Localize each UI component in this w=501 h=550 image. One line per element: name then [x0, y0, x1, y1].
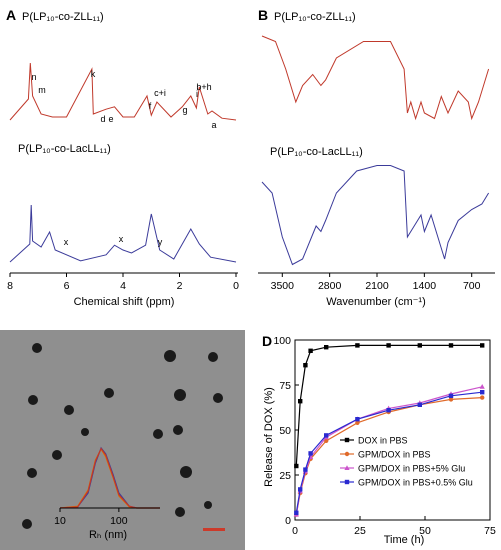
panel-c-x-label: Rₕ (nm): [89, 529, 127, 541]
release-point: [298, 487, 303, 492]
d-x-tick-label: 75: [484, 525, 496, 537]
a-peak-label: g: [182, 105, 187, 115]
panel-b-plot: [261, 35, 490, 266]
release-point: [355, 420, 360, 425]
a-peak-label: i: [196, 89, 198, 99]
panel-b-top-title: P(LP₁₀-co-ZLL₁₁): [274, 11, 356, 23]
b-tick-label: 2800: [318, 280, 342, 292]
panel-a-top-title: P(LP₁₀-co-ZLL₁₁): [22, 11, 104, 23]
release-point: [448, 393, 454, 398]
ftir-series-1: [261, 165, 490, 266]
d-y-tick-label: 25: [279, 470, 291, 482]
release-point: [355, 417, 360, 422]
panel-b-x-ticks: 3500 2800 2100 1400 700: [271, 273, 481, 292]
a-peak-label: d: [100, 114, 105, 124]
legend-label: GPM/DOX in PBS+0.5% Glu: [358, 478, 473, 488]
release-point: [324, 433, 329, 438]
legend-marker: [344, 479, 350, 485]
legend-label: GPM/DOX in PBS+5% Glu: [358, 464, 465, 474]
d-y-tick-label: 50: [279, 425, 291, 437]
a-peak-label: f: [149, 101, 152, 111]
b-tick-label: 700: [463, 280, 481, 292]
tem-image-background: [0, 330, 245, 550]
a-peak-label-bottom: x: [64, 237, 69, 247]
release-point: [303, 363, 308, 368]
a-peak-label-bottom: x: [119, 234, 124, 244]
a-peak-label: c+i: [154, 88, 166, 98]
panel-b-bottom-title: P(LP₁₀-co-LacLL₁₁): [270, 146, 363, 158]
b-tick-label: 2100: [365, 280, 389, 292]
c-tick-label: 100: [110, 515, 128, 527]
release-point: [324, 345, 329, 350]
panel-d-x-label: Time (h): [384, 534, 425, 546]
panel-d-letter: D: [262, 333, 272, 349]
a-peak-label: a: [211, 120, 216, 130]
release-point: [448, 397, 454, 402]
panel-d-y-label: Release of DOX (%): [263, 387, 275, 487]
a-tick-label: 2: [177, 280, 183, 292]
d-x-tick-label: 25: [354, 525, 366, 537]
scale-bar: [203, 528, 225, 531]
release-point: [294, 463, 299, 469]
release-point: [303, 467, 308, 472]
ftir-series-0: [261, 35, 490, 121]
release-point: [355, 343, 360, 348]
nmr-series-0: [9, 62, 237, 121]
a-tick-label: 8: [7, 280, 13, 292]
panel-d-plot: 0 25 50 75 100 0 25 50 75 DOX in PBS GPM/DOX in PB…: [273, 335, 496, 537]
release-series-3: [295, 391, 483, 513]
a-tick-label: 4: [120, 280, 126, 292]
legend-marker: [344, 437, 350, 443]
a-peak-label-bottom: y: [158, 237, 163, 247]
d-x-tick-label: 0: [292, 525, 298, 537]
release-point: [448, 343, 454, 348]
legend-marker: [344, 451, 350, 457]
release-point: [417, 402, 422, 407]
release-point: [386, 408, 391, 413]
release-series-0: [295, 344, 483, 467]
tem-particles: [22, 343, 223, 529]
release-point: [308, 348, 313, 353]
release-point: [480, 343, 485, 348]
legend-label: DOX in PBS: [358, 436, 408, 446]
d-plot-frame: [294, 339, 491, 521]
release-point: [324, 438, 329, 443]
a-peak-label: m: [38, 85, 46, 95]
panel-a-letter: A: [6, 7, 16, 23]
panel-b-x-label: Wavenumber (cm⁻¹): [326, 296, 426, 308]
d-y-tick-label: 75: [279, 380, 291, 392]
release-point: [480, 395, 485, 400]
panel-a-x-label: Chemical shift (ppm): [74, 296, 175, 308]
d-y-tick-label: 100: [273, 335, 291, 347]
a-tick-label: 6: [64, 280, 70, 292]
b-tick-label: 1400: [413, 280, 437, 292]
release-point: [480, 390, 485, 395]
legend-marker: [344, 465, 350, 470]
panel-a-bottom-title: P(LP₁₀-co-LacLL₁₁): [18, 143, 111, 155]
nmr-series-1: [9, 204, 237, 263]
legend-label: GPM/DOX in PBS: [358, 450, 431, 460]
release-point: [298, 399, 303, 404]
release-point: [386, 343, 391, 348]
panel-a-plot: nm k d e fc+i gib+h a x x y: [9, 62, 237, 263]
release-point: [308, 451, 313, 456]
d-y-tick-label: 0: [285, 515, 291, 527]
panel-b-letter: B: [258, 7, 268, 23]
a-peak-label: e: [108, 114, 113, 124]
release-point: [479, 384, 485, 389]
a-tick-label: 0: [233, 280, 239, 292]
a-peak-label: k: [91, 69, 96, 79]
panel-c-x-ticks: 10 100: [54, 508, 128, 527]
c-tick-label: 10: [54, 515, 66, 527]
release-point: [294, 510, 299, 515]
d-x-tick-label: 50: [419, 525, 431, 537]
b-tick-label: 3500: [271, 280, 295, 292]
release-point: [417, 343, 422, 348]
a-peak-label: n: [31, 72, 36, 82]
a-peak-label: b+h: [196, 82, 211, 92]
panel-a-x-ticks: 8 6 4 2 0: [7, 273, 239, 292]
